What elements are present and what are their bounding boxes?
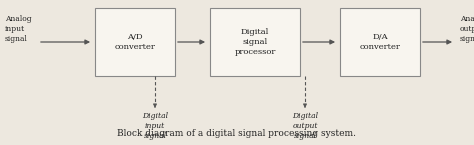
Text: Digital
input
signal: Digital input signal [142,112,168,140]
Text: Analog
output
signal: Analog output signal [460,15,474,43]
Text: Block diagram of a digital signal processing system.: Block diagram of a digital signal proces… [118,129,356,138]
Bar [95,8,175,76]
Bar [340,8,420,76]
Text: Digital
signal
processor: Digital signal processor [234,28,276,56]
Text: Analog
input
signal: Analog input signal [5,15,32,43]
Text: A/D
converter: A/D converter [115,33,155,51]
Bar [210,8,300,76]
Text: Digital
output
signal: Digital output signal [292,112,318,140]
Text: D/A
converter: D/A converter [360,33,401,51]
